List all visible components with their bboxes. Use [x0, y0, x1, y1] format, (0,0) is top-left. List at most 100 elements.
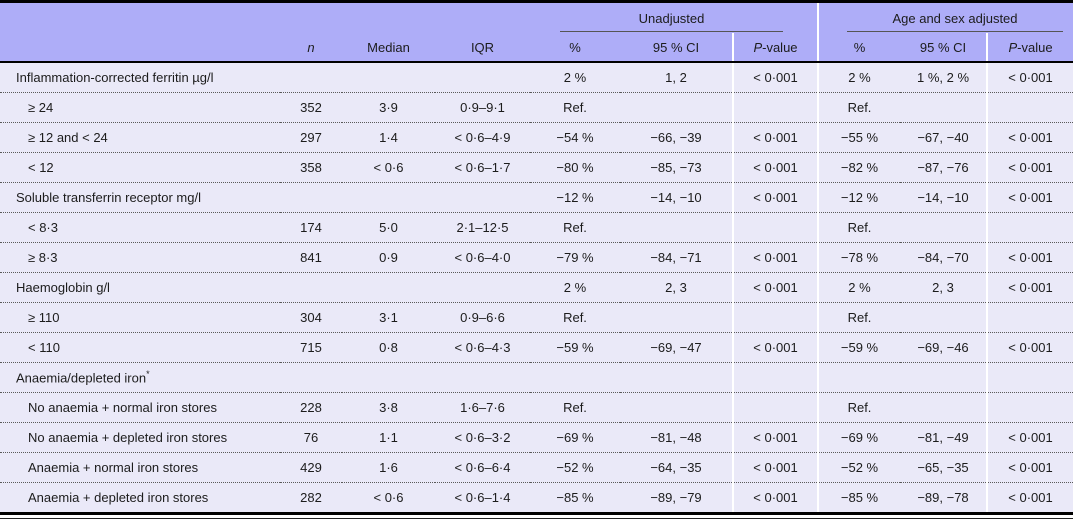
cell-u_ci — [620, 212, 733, 243]
cell-median: 1·6 — [342, 452, 435, 483]
cell-u_p: < 0·001 — [732, 272, 818, 303]
cell-median: 1·4 — [342, 122, 435, 153]
row-label: ≥ 110 — [0, 302, 280, 333]
table-row: Anaemia + normal iron stores 429 1·6 < 0·6–… — [0, 452, 1073, 483]
table-row: ≥ 24 352 3·9 0·9–9·1 Ref. Ref. — [0, 92, 1073, 123]
cell-a_ci: −65, −35 — [900, 452, 987, 483]
cell-n — [280, 62, 342, 93]
cell-u_ci — [620, 302, 733, 333]
cell-n: 429 — [280, 452, 342, 483]
cell-median: 1·1 — [342, 422, 435, 453]
cell-median: 5·0 — [342, 212, 435, 243]
cell-n: 76 — [280, 422, 342, 453]
cell-a_ci: −14, −10 — [900, 182, 987, 213]
cell-a_p: < 0·001 — [985, 482, 1073, 512]
cell-a_pct: −82 % — [817, 152, 900, 183]
header-group-row: Unadjusted Age and sex adjusted — [0, 3, 1073, 33]
row-label: < 12 — [0, 152, 280, 183]
header-spacer — [0, 3, 530, 33]
cell-u_ci: −81, −48 — [620, 422, 733, 453]
row-label: ≥ 24 — [0, 92, 280, 123]
cell-n: 174 — [280, 212, 342, 243]
cell-u_ci — [620, 92, 733, 123]
cell-u_pct: 2 % — [530, 272, 620, 303]
table-row: Anaemia/depleted iron* — [0, 362, 1073, 393]
cell-a_ci — [900, 302, 987, 333]
cell-u_pct: −69 % — [530, 422, 620, 453]
header-unadj-pvalue: P-value — [732, 33, 818, 63]
cell-a_ci: −69, −46 — [900, 332, 987, 363]
cell-u_pct: −54 % — [530, 122, 620, 153]
cell-iqr: < 0·6–4·9 — [435, 122, 530, 153]
cell-u_ci: −89, −79 — [620, 482, 733, 512]
cell-median: 3·8 — [342, 392, 435, 423]
cell-a_ci: −87, −76 — [900, 152, 987, 183]
header-median: Median — [342, 33, 435, 63]
group-label-unadjusted: Unadjusted — [560, 11, 783, 32]
table-row: ≥ 8·3 841 0·9 < 0·6–4·0 −79 % −84, −71 < 0·001… — [0, 242, 1073, 273]
cell-a_pct: −55 % — [817, 122, 900, 153]
cell-n: 352 — [280, 92, 342, 123]
cell-a_pct: Ref. — [817, 302, 900, 333]
cell-a_pct: −85 % — [817, 482, 900, 512]
cell-a_pct: 2 % — [817, 272, 900, 303]
cell-median: < 0·6 — [342, 152, 435, 183]
cell-a_p: < 0·001 — [985, 122, 1073, 153]
row-label: No anaemia + depleted iron stores — [0, 422, 280, 453]
row-label: < 110 — [0, 332, 280, 363]
table-row: < 8·3 174 5·0 2·1–12·5 Ref. Ref. — [0, 212, 1073, 243]
cell-u_ci: −84, −71 — [620, 242, 733, 273]
cell-u_ci: 1, 2 — [620, 62, 733, 93]
table-row: Soluble transferrin receptor mg/l −12 % −1… — [0, 182, 1073, 213]
cell-iqr: < 0·6–3·2 — [435, 422, 530, 453]
cell-u_p — [732, 362, 818, 393]
header-group-unadjusted: Unadjusted — [530, 3, 818, 33]
cell-median — [342, 62, 435, 93]
bottom-thin-rule — [0, 518, 1073, 519]
cell-a_pct: −52 % — [817, 452, 900, 483]
cell-a_ci: −84, −70 — [900, 242, 987, 273]
cell-u_pct: −79 % — [530, 242, 620, 273]
row-label: No anaemia + normal iron stores — [0, 392, 280, 423]
header-unadj-pct: % — [530, 33, 620, 63]
cell-u_ci — [620, 362, 733, 393]
cell-a_ci: −81, −49 — [900, 422, 987, 453]
header-unadj-ci: 95 % CI — [620, 33, 733, 63]
cell-a_pct: Ref. — [817, 92, 900, 123]
cell-a_ci: −89, −78 — [900, 482, 987, 512]
cell-a_ci: −67, −40 — [900, 122, 987, 153]
cell-a_ci: 2, 3 — [900, 272, 987, 303]
cell-u_p: < 0·001 — [732, 182, 818, 213]
cell-iqr: 0·9–6·6 — [435, 302, 530, 333]
row-label: Soluble transferrin receptor mg/l — [0, 182, 280, 213]
cell-u_p: < 0·001 — [732, 152, 818, 183]
header-adj-pct: % — [817, 33, 900, 63]
cell-u_pct: Ref. — [530, 302, 620, 333]
cell-a_ci — [900, 392, 987, 423]
cell-u_pct: 2 % — [530, 62, 620, 93]
header-row-label — [0, 33, 280, 63]
cell-u_p: < 0·001 — [732, 482, 818, 512]
cell-a_ci — [900, 362, 987, 393]
cell-u_ci: −69, −47 — [620, 332, 733, 363]
cell-u_p — [732, 92, 818, 123]
cell-u_ci — [620, 392, 733, 423]
cell-a_pct: −78 % — [817, 242, 900, 273]
cell-a_p: < 0·001 — [985, 152, 1073, 183]
table-row: No anaemia + normal iron stores 228 3·8 1·6… — [0, 392, 1073, 423]
cell-a_p: < 0·001 — [985, 242, 1073, 273]
header-adj-ci: 95 % CI — [900, 33, 987, 63]
header-columns-row: n Median IQR % 95 % CI P-value % 95 % CI… — [0, 33, 1073, 63]
row-label: Anaemia + depleted iron stores — [0, 482, 280, 512]
cell-iqr: 0·9–9·1 — [435, 92, 530, 123]
cell-a_ci: 1 %, 2 % — [900, 62, 987, 93]
header-iqr: IQR — [435, 33, 530, 63]
cell-u_pct: Ref. — [530, 92, 620, 123]
cell-a_ci — [900, 92, 987, 123]
cell-n: 358 — [280, 152, 342, 183]
row-label: Haemoglobin g/l — [0, 272, 280, 303]
header-group-adjusted: Age and sex adjusted — [816, 3, 1073, 33]
cell-n — [280, 362, 342, 393]
group-label-adjusted: Age and sex adjusted — [847, 11, 1064, 32]
